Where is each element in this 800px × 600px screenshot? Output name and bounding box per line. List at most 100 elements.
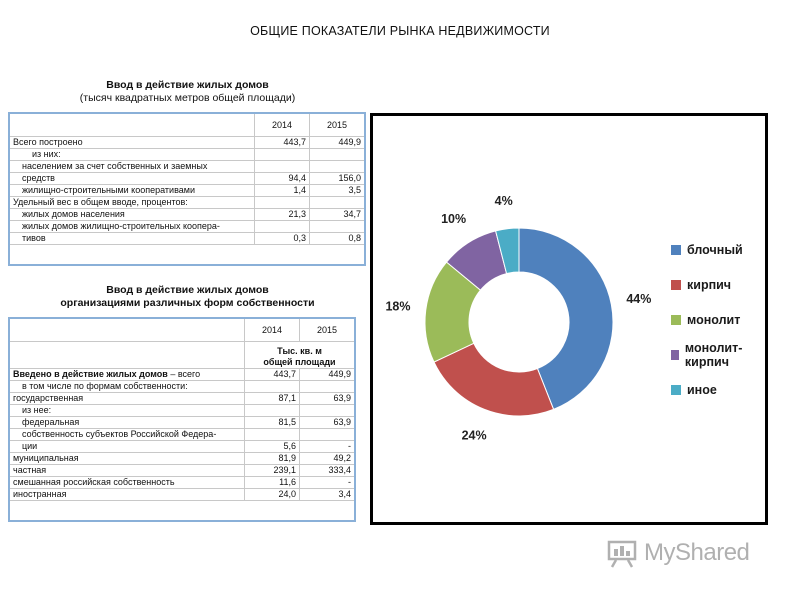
value-2014 [244, 404, 300, 417]
row-label: частная [10, 464, 245, 477]
row-label-suffix: – всего [167, 369, 201, 379]
legend-swatch [671, 244, 681, 255]
value-2014 [254, 196, 310, 209]
value-2015 [309, 160, 364, 173]
value-2014: 94,4 [254, 172, 310, 185]
legend-item: монолит [671, 308, 765, 331]
table-row: иностранная 24,0 3,4 [10, 488, 354, 501]
value-2015: 0,8 [309, 232, 364, 245]
row-label: из нее: [10, 404, 245, 417]
header-blank [10, 319, 245, 342]
value-2015: 449,9 [309, 136, 364, 149]
row-label: жилищно-строительными кооперативами [10, 184, 255, 197]
table2-title: Ввод в действие жилых домов организациям… [10, 284, 365, 310]
value-2014: 0,3 [254, 232, 310, 245]
value-2015: 449,9 [299, 368, 354, 381]
row-label: муниципальная [10, 452, 245, 465]
table-header-row: 2014 2015 [10, 114, 364, 137]
legend-swatch [671, 279, 681, 290]
table-row: из нее: [10, 404, 354, 417]
legend-label: монолит-кирпич [684, 340, 743, 369]
value-2014: 11,6 [244, 476, 300, 489]
value-2015: 49,2 [299, 452, 354, 465]
row-label: федеральная [10, 416, 245, 429]
table2-subtitle: организациями различных форм собственнос… [60, 297, 315, 309]
unit-blank [10, 341, 245, 369]
slice-percent-label: 24% [462, 428, 487, 442]
table-row: Всего построено 443,7 449,9 [10, 136, 364, 149]
row-label: тивов [10, 232, 255, 245]
donut-slice-1 [518, 227, 614, 411]
value-2014 [244, 380, 300, 393]
table-row: частная 239,1 333,4 [10, 464, 354, 477]
value-2014 [254, 220, 310, 233]
legend-swatch [671, 314, 681, 325]
table-row: Удельный вес в общем вводе, процентов: [10, 196, 364, 209]
row-label: ции [10, 440, 245, 453]
row-label: жилых домов жилищно-строительных коопера… [10, 220, 255, 233]
value-2014: 87,1 [244, 392, 300, 405]
value-2015: 63,9 [299, 392, 354, 405]
row-label: государственная [10, 392, 245, 405]
row-label: Всего построено [10, 136, 255, 149]
legend-item: блочный [671, 238, 765, 261]
legend-label: блочный [687, 242, 743, 257]
table-row: государственная 87,1 63,9 [10, 392, 354, 405]
donut-slice-2 [433, 342, 555, 417]
chart-legend: блочный кирпич монолит монолит-кирпич иное [671, 238, 765, 413]
slice-percent-label: 10% [441, 212, 466, 226]
presentation-board-icon [607, 540, 637, 568]
value-2014: 5,6 [244, 440, 300, 453]
year-header: 2015 [309, 114, 364, 137]
unit-label: Тыс. кв. м общей площади [244, 341, 354, 369]
legend-item: монолит-кирпич [671, 340, 765, 369]
value-2015: - [299, 440, 354, 453]
table-row: средств 94,4 156,0 [10, 172, 364, 185]
table1: 2014 2015 Всего построено 443,7 449,9 из них:… [10, 114, 364, 245]
unit-row: Тыс. кв. м общей площади [10, 341, 354, 369]
table-row: жилых домов населения 21,3 34,7 [10, 208, 364, 221]
value-2015: - [299, 476, 354, 489]
table-header-row: 2014 2015 [10, 319, 354, 342]
donut-chart-frame: 44% 24% 18% 10% 4% блочный кирпич монолит монол… [370, 113, 768, 525]
table-row: смешанная российская собственность 11,6- [10, 476, 354, 489]
value-2015 [299, 380, 354, 393]
legend-item: иное [671, 378, 765, 401]
table1-title: Ввод в действие жилых домов (тысяч квадр… [10, 79, 365, 105]
value-2015: 3,5 [309, 184, 364, 197]
table1-title-text: Ввод в действие жилых домов [106, 79, 269, 91]
donut-chart: 44% 24% 18% 10% 4% [385, 194, 651, 442]
table1-frame: 2014 2015 Всего построено 443,7 449,9 из них:… [8, 112, 366, 266]
row-label: из них: [10, 148, 255, 161]
table-row: населением за счет собственных и заемных [10, 160, 364, 173]
value-2015: 156,0 [309, 172, 364, 185]
value-2015 [299, 404, 354, 417]
value-2014: 443,7 [244, 368, 300, 381]
row-label: жилых домов населения [10, 208, 255, 221]
table-row: из них: [10, 148, 364, 161]
table2-frame: 2014 2015 Тыс. кв. м общей площади Введено … [8, 317, 356, 522]
row-label: населением за счет собственных и заемных [10, 160, 255, 173]
value-2015 [309, 220, 364, 233]
table-row: в том числе по формам собственности: [10, 380, 354, 393]
value-2014: 21,3 [254, 208, 310, 221]
value-2014 [244, 428, 300, 441]
row-label: смешанная российская собственность [10, 476, 245, 489]
value-2014: 81,9 [244, 452, 300, 465]
value-2015: 63,9 [299, 416, 354, 429]
row-label: средств [10, 172, 255, 185]
table-row: жилищно-строительными кооперативами 1,4 3,… [10, 184, 364, 197]
table-row: тивов 0,3 0,8 [10, 232, 364, 245]
slice-percent-label: 44% [626, 292, 651, 306]
year-header: 2014 [244, 319, 300, 342]
table-row: Введено в действие жилых домов – всего 44… [10, 368, 354, 381]
row-label: в том числе по формам собственности: [10, 380, 245, 393]
value-2014 [254, 148, 310, 161]
table-row: ции 5,6- [10, 440, 354, 453]
value-2015: 333,4 [299, 464, 354, 477]
table-row: собственность субъектов Российской Федер… [10, 428, 354, 441]
year-header: 2015 [299, 319, 354, 342]
table2-title-text: Ввод в действие жилых домов [106, 284, 269, 296]
value-2015 [309, 196, 364, 209]
legend-label: кирпич [687, 277, 732, 292]
